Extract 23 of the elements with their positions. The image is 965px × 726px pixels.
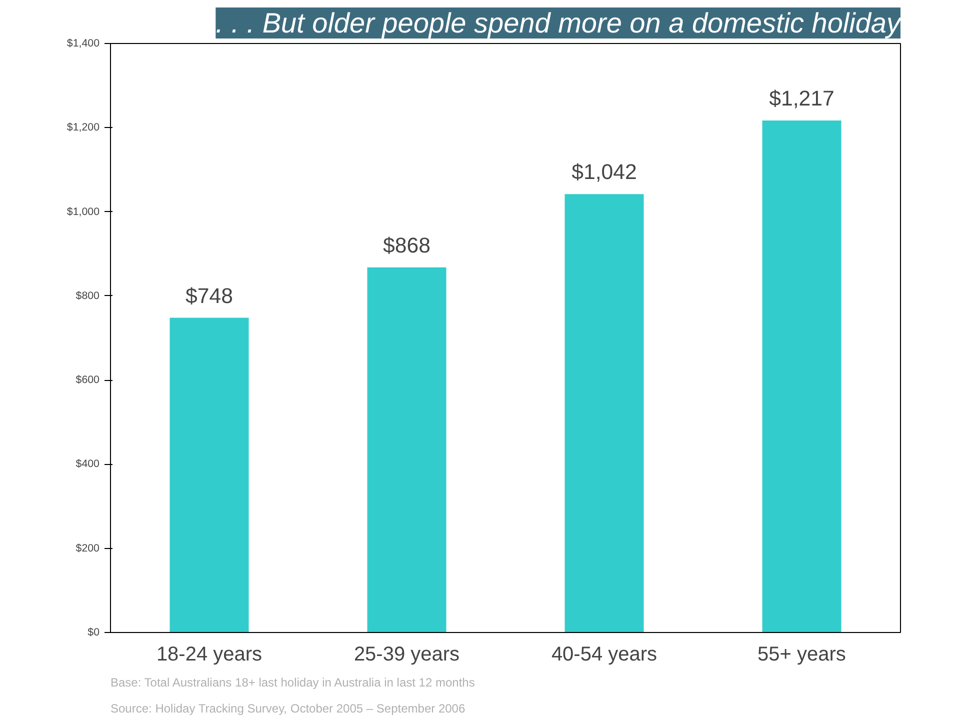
y-tick-label: $0 [88, 626, 100, 638]
x-tick-label: 25-39 years [354, 644, 460, 666]
text: Base: Total Australians 18+ last holiday in Australia in last 12 months [110, 676, 475, 690]
chart-title: . . . But older people spend more on a domestic holiday [216, 8, 902, 38]
y-tick-label: $200 [76, 542, 100, 554]
bar [564, 194, 644, 632]
y-tick-label: $400 [76, 458, 100, 470]
y-tick-label: $800 [76, 290, 100, 302]
y-tick-label: $600 [76, 374, 100, 386]
x-tick-label: 40-54 years [551, 644, 658, 666]
x-tick-label: 55+ years [758, 644, 846, 666]
x-tick-label: 18-24 years [156, 644, 262, 666]
data-label: $1,042 [572, 160, 637, 184]
bar [762, 120, 842, 632]
data-label: $748 [186, 284, 233, 308]
y-tick-label: $1,000 [66, 206, 100, 218]
data-label: $868 [383, 233, 430, 258]
source-note: Source: Holiday Tracking Survey, October 2005 – September 2006 [110, 702, 466, 716]
y-tick-label: $1,200 [66, 122, 100, 134]
data-label: $1,217 [769, 86, 834, 110]
bar [367, 267, 446, 632]
y-tick-label: $1,400 [66, 38, 100, 50]
bar [170, 318, 249, 632]
